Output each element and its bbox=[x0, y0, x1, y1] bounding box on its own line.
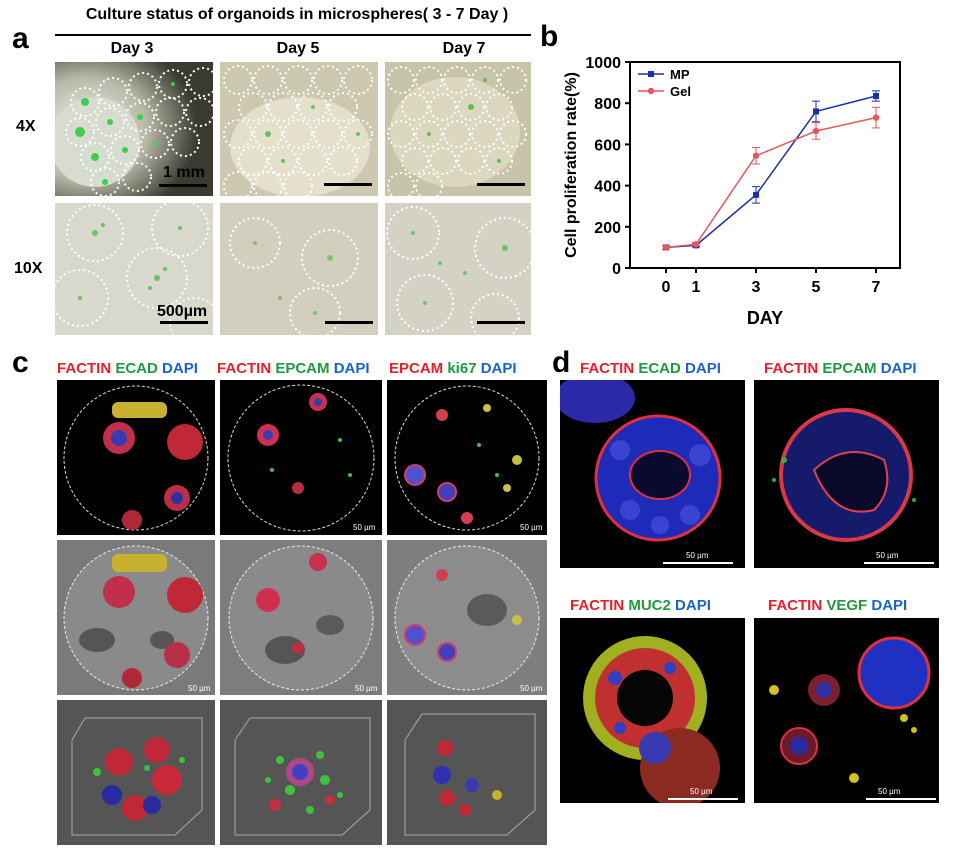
micrograph-10x-day5 bbox=[220, 203, 378, 335]
render-3d-c-col2 bbox=[220, 700, 382, 845]
stain-label: ki67 bbox=[447, 360, 477, 377]
data-point-gel bbox=[812, 127, 820, 135]
legend-marker bbox=[648, 71, 654, 77]
stain-label: DAPI bbox=[480, 360, 517, 377]
scale-d-4: 50 µm bbox=[878, 787, 901, 796]
panel-d-letter: d bbox=[552, 346, 571, 379]
legend-marker bbox=[647, 87, 655, 95]
stain-label: DAPI bbox=[871, 597, 908, 614]
panel-b-letter: b bbox=[540, 20, 559, 53]
panel-d-stain-4: FACTIN VEGF DAPI bbox=[768, 597, 907, 614]
y-tick-label: 400 bbox=[594, 179, 621, 196]
series-line-gel bbox=[665, 116, 877, 249]
column-header-day3: Day 3 bbox=[110, 40, 154, 57]
data-point-gel bbox=[692, 241, 700, 248]
stain-label: DAPI bbox=[333, 360, 370, 377]
scale-c-r2-col2: 50 µm bbox=[355, 684, 378, 693]
confocal-d-ecad bbox=[560, 380, 745, 568]
x-tick-label: 3 bbox=[752, 279, 761, 296]
data-point-gel bbox=[752, 152, 760, 159]
scale-c-r2-col1: 50 µm bbox=[188, 684, 211, 693]
y-tick-label: 1000 bbox=[585, 55, 621, 72]
confocal-c-row1-col1 bbox=[57, 380, 215, 535]
confocal-d-epcam bbox=[754, 380, 939, 568]
micrograph-4x-day5 bbox=[220, 62, 378, 196]
confocal-c-row2-col2 bbox=[220, 540, 382, 695]
data-point-mp bbox=[813, 108, 819, 115]
stain-label: EPCAM bbox=[389, 360, 444, 377]
legend-label: MP bbox=[670, 67, 690, 82]
stain-label: FACTIN bbox=[768, 597, 823, 614]
y-tick-label: 0 bbox=[612, 261, 621, 278]
confocal-d-muc2 bbox=[560, 618, 745, 803]
stain-label: DAPI bbox=[675, 597, 711, 614]
confocal-c-row2-col3 bbox=[387, 540, 547, 695]
micrograph-4x-day3 bbox=[55, 62, 213, 196]
x-tick-label: 5 bbox=[812, 279, 821, 296]
stain-label: FACTIN bbox=[764, 360, 819, 377]
confocal-c-row1-col2 bbox=[220, 380, 382, 535]
x-tick-label: 1 bbox=[692, 279, 701, 296]
stain-label: DAPI bbox=[685, 360, 721, 377]
scale-d-1: 50 µm bbox=[686, 551, 709, 560]
stain-label: FACTIN bbox=[57, 360, 112, 377]
stain-label: ECAD bbox=[638, 360, 681, 377]
y-axis-label: Cell proliferation rate(%) bbox=[563, 72, 580, 258]
stain-label: EPCAM bbox=[275, 360, 330, 377]
scale-c-r2-col3: 50 µm bbox=[520, 684, 543, 693]
panel-a-letter: a bbox=[12, 22, 29, 55]
series-line-mp bbox=[665, 95, 877, 249]
panel-d-stain-1: FACTIN ECAD DAPI bbox=[580, 360, 721, 377]
scale-label-1mm: 1 mm bbox=[163, 164, 205, 181]
legend-label: Gel bbox=[670, 84, 691, 99]
scale-d-3: 50 µm bbox=[690, 787, 713, 796]
scale-d-2: 50 µm bbox=[876, 551, 899, 560]
stain-label: DAPI bbox=[162, 360, 198, 377]
stain-label: ECAD bbox=[115, 360, 158, 377]
panel-a-title: Culture status of organoids in microsphe… bbox=[85, 6, 509, 23]
stain-label: DAPI bbox=[880, 360, 917, 377]
panel-c-stain-col3: EPCAM ki67 DAPI bbox=[389, 360, 517, 377]
column-header-day7: Day 7 bbox=[442, 40, 486, 57]
scale-label-500um: 500µm bbox=[157, 303, 208, 320]
stain-label: FACTIN bbox=[217, 360, 272, 377]
render-3d-c-col1 bbox=[57, 700, 215, 845]
panel-c-stain-col2: FACTIN EPCAM DAPI bbox=[217, 360, 370, 377]
confocal-d-vegf bbox=[754, 618, 939, 803]
stain-label: MUC2 bbox=[628, 597, 671, 614]
row-header-10x: 10X bbox=[14, 260, 43, 277]
scale-c-r1: 50 µm bbox=[353, 523, 376, 532]
x-tick-label: 0 bbox=[662, 279, 671, 296]
stain-label: FACTIN bbox=[570, 597, 625, 614]
plot-frame bbox=[629, 61, 901, 269]
row-header-4x: 4X bbox=[16, 118, 36, 135]
proliferation-chart: 0 200 400 600 800 1000 0 1 3 5 7 DAY Cell proliferat… bbox=[563, 55, 901, 328]
confocal-c-row1-col3 bbox=[387, 380, 547, 535]
y-tick-label: 200 bbox=[594, 220, 621, 237]
panel-a-title-rule bbox=[55, 34, 531, 36]
x-tick-label: 7 bbox=[872, 279, 881, 296]
panel-d-stain-3: FACTIN MUC2 DAPI bbox=[570, 597, 711, 614]
stain-label: VEGF bbox=[826, 597, 868, 614]
y-tick-label: 600 bbox=[594, 137, 621, 154]
stain-label: FACTIN bbox=[580, 360, 635, 377]
stain-label: EPCAM bbox=[822, 360, 877, 377]
x-axis-label: DAY bbox=[747, 308, 783, 328]
render-3d-c-col3 bbox=[387, 700, 547, 845]
scale-c-r1-col3: 50 µm bbox=[520, 523, 543, 532]
data-point-gel bbox=[662, 244, 670, 251]
panel-c-stain-col1: FACTIN ECAD DAPI bbox=[57, 360, 198, 377]
data-point-mp bbox=[873, 92, 879, 99]
y-tick-label: 800 bbox=[594, 96, 621, 113]
data-point-gel bbox=[872, 114, 880, 121]
micrograph-4x-day7 bbox=[385, 62, 531, 196]
micrograph-10x-day7 bbox=[385, 203, 531, 335]
confocal-c-row2-col1 bbox=[57, 540, 215, 695]
column-header-day5: Day 5 bbox=[276, 40, 320, 57]
panel-c-letter: c bbox=[12, 346, 29, 379]
panel-d-stain-2: FACTIN EPCAM DAPI bbox=[764, 360, 917, 377]
micrograph-10x-day3 bbox=[55, 203, 213, 335]
data-point-mp bbox=[753, 191, 759, 198]
